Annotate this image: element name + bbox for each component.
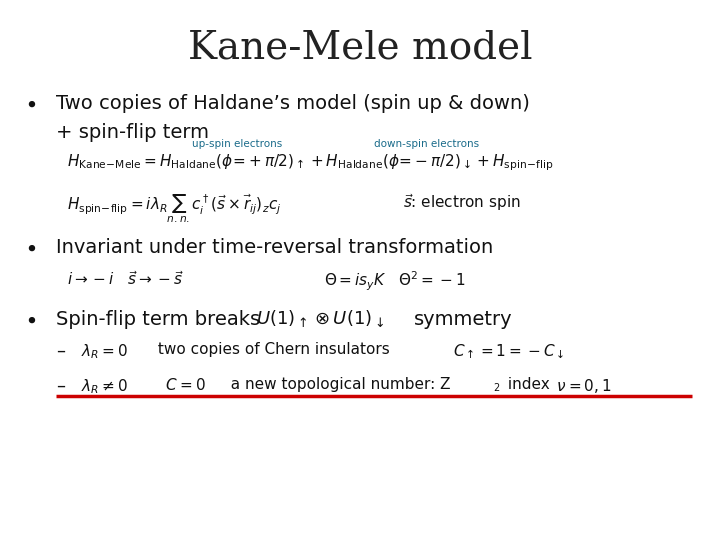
Text: symmetry: symmetry	[413, 310, 512, 329]
Text: –: –	[56, 342, 66, 360]
Text: $\lambda_R = 0$: $\lambda_R = 0$	[81, 342, 128, 361]
Text: down-spin electrons: down-spin electrons	[374, 139, 480, 149]
Text: $\Theta = is_y K \quad \Theta^2 = -1$: $\Theta = is_y K \quad \Theta^2 = -1$	[324, 270, 466, 293]
Text: Invariant under time-reversal transformation: Invariant under time-reversal transforma…	[56, 238, 494, 257]
Text: a new topological number: Z: a new topological number: Z	[221, 377, 450, 392]
Text: –: –	[56, 377, 66, 395]
Text: $H_{\mathrm{spin\!-\!flip}} = i\lambda_R \sum_{n.n.} c_i^\dagger(\vec{s} \times : $H_{\mathrm{spin\!-\!flip}} = i\lambda_R…	[67, 192, 282, 225]
Text: $\vec{s}$: electron spin: $\vec{s}$: electron spin	[403, 192, 521, 213]
Text: $\bullet$: $\bullet$	[24, 238, 37, 258]
Text: two copies of Chern insulators: two copies of Chern insulators	[153, 342, 395, 357]
Text: $C = 0$: $C = 0$	[156, 377, 212, 393]
Text: $H_{\mathrm{Kane\!-\!Mele}} = H_{\mathrm{Haldane}}(\phi\!=\!+\pi/2)_{\uparrow}+ : $H_{\mathrm{Kane\!-\!Mele}} = H_{\mathrm…	[67, 152, 554, 173]
Text: $C_{\uparrow} = 1 = -C_{\downarrow}$: $C_{\uparrow} = 1 = -C_{\downarrow}$	[453, 342, 564, 361]
Text: Spin-flip term breaks: Spin-flip term breaks	[56, 310, 266, 329]
Text: $\bullet$: $\bullet$	[24, 310, 37, 330]
Text: $_2$: $_2$	[493, 380, 500, 394]
Text: Kane-Mele model: Kane-Mele model	[188, 30, 532, 66]
Text: + spin-flip term: + spin-flip term	[56, 123, 210, 142]
Text: index: index	[503, 377, 549, 392]
Text: $\nu = 0, 1$: $\nu = 0, 1$	[547, 377, 612, 395]
Text: Two copies of Haldane’s model (spin up & down): Two copies of Haldane’s model (spin up &…	[56, 93, 530, 113]
Text: $U(1)_{\uparrow} \otimes U(1)_{\downarrow}$: $U(1)_{\uparrow} \otimes U(1)_{\downarro…	[256, 308, 384, 329]
Text: up-spin electrons: up-spin electrons	[192, 139, 282, 149]
Text: $\bullet$: $\bullet$	[24, 93, 37, 113]
Text: $\lambda_R \neq 0$: $\lambda_R \neq 0$	[81, 377, 128, 396]
Text: $i \rightarrow -i \quad \vec{s} \rightarrow -\vec{s}$: $i \rightarrow -i \quad \vec{s} \rightar…	[67, 270, 184, 288]
